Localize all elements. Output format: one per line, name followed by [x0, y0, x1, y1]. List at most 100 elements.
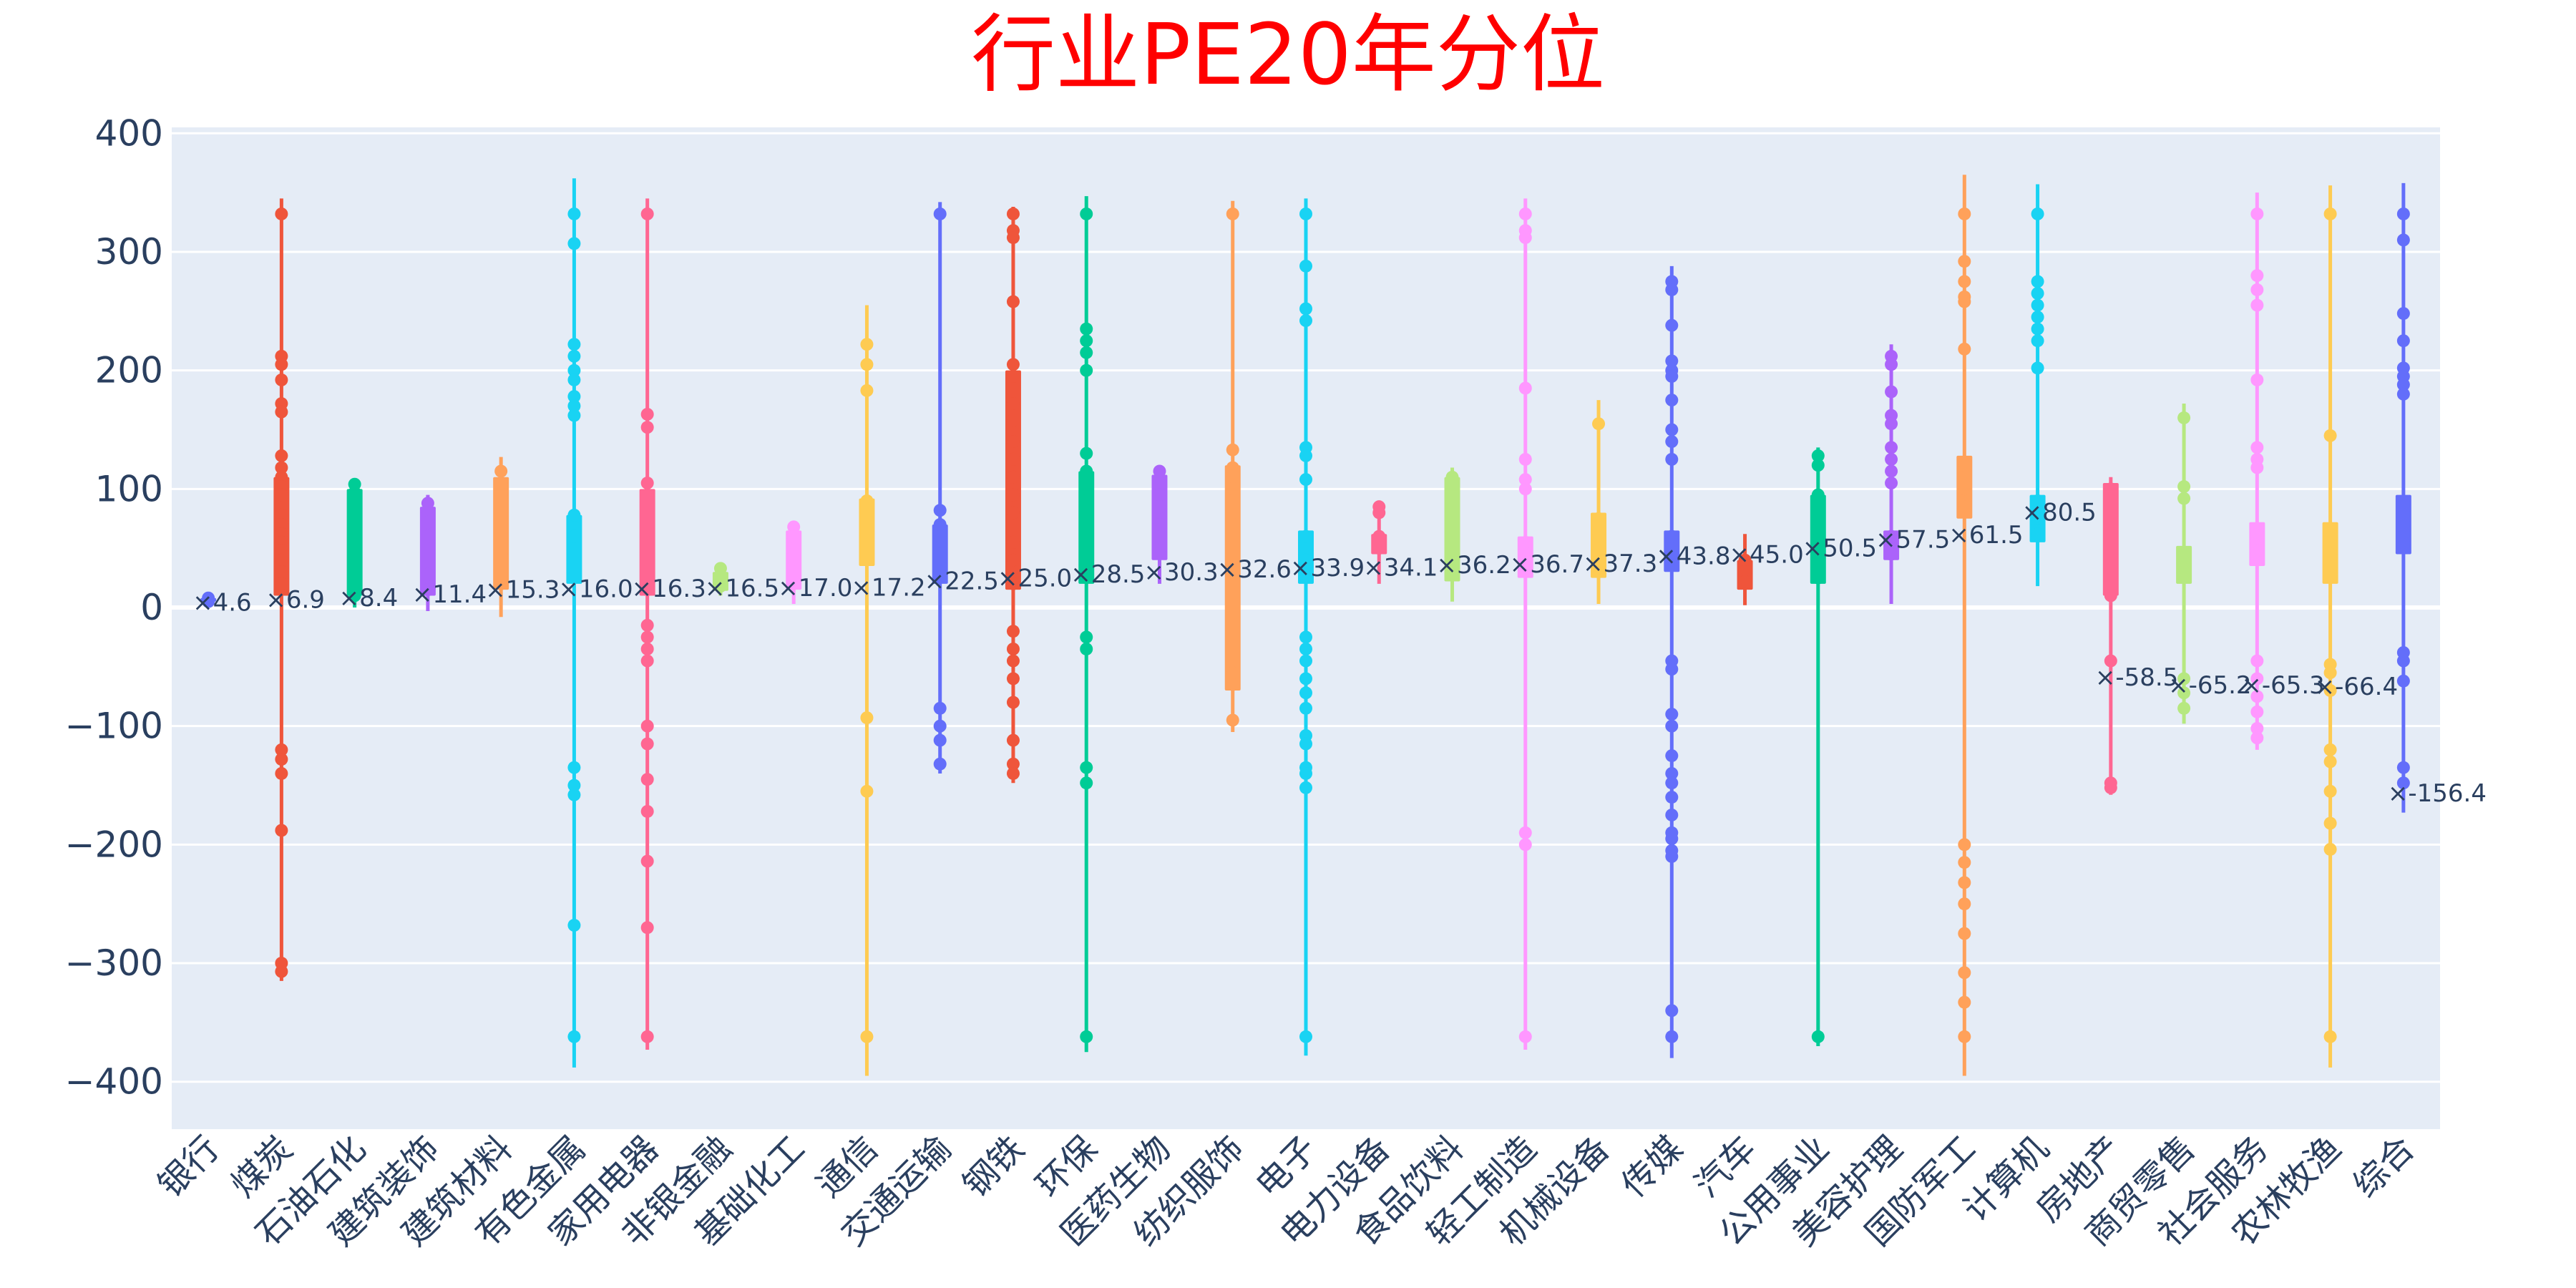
- outlier-point: [567, 373, 581, 386]
- outlier-point: [640, 497, 654, 510]
- outlier-point: [860, 1030, 874, 1043]
- outlier-point: [1226, 482, 1239, 496]
- outlier-point: [421, 497, 434, 510]
- outlier-point: [1006, 766, 1020, 780]
- outlier-point: [640, 207, 654, 220]
- outlier-point: [640, 407, 654, 421]
- outlier-point: [933, 733, 947, 747]
- outlier-point: [1518, 473, 1532, 487]
- outlier-point: [567, 788, 581, 801]
- outlier-point: [787, 565, 801, 579]
- outlier-point: [567, 237, 581, 250]
- box-body: [493, 477, 509, 590]
- outlier-point: [1665, 808, 1679, 821]
- mean-label: ×-65.3: [2241, 671, 2324, 700]
- outlier-point: [787, 530, 801, 543]
- mean-label: ×17.0: [778, 574, 852, 602]
- outlier-point: [1665, 553, 1679, 567]
- outlier-point: [2396, 654, 2410, 668]
- outlier-point: [567, 364, 581, 377]
- outlier-point: [1665, 708, 1679, 721]
- y-tick-label: −100: [65, 706, 163, 747]
- outlier-point: [2323, 755, 2337, 769]
- outlier-point: [2323, 527, 2337, 541]
- outlier-point: [1958, 342, 1971, 356]
- box-group: ×17.2: [851, 305, 926, 1076]
- outlier-point: [567, 1030, 581, 1043]
- outlier-point: [1885, 385, 1898, 399]
- outlier-point: [275, 488, 288, 502]
- outlier-point: [275, 207, 288, 220]
- outlier-point: [1006, 672, 1020, 686]
- outlier-point: [1665, 394, 1679, 407]
- outlier-point: [2250, 672, 2264, 686]
- outlier-point: [860, 711, 874, 725]
- outlier-point: [1811, 542, 1825, 555]
- box-group: ×37.3: [1583, 400, 1657, 605]
- outlier-point: [567, 338, 581, 351]
- outlier-point: [933, 207, 947, 220]
- outlier-point: [1006, 696, 1020, 709]
- outlier-point: [1518, 231, 1532, 245]
- box-group: ×6.9: [265, 198, 325, 981]
- outlier-point: [567, 779, 581, 792]
- outlier-point: [1592, 512, 1606, 525]
- outlier-point: [860, 358, 874, 371]
- box-group: ×-58.5: [2095, 477, 2178, 795]
- outlier-point: [1885, 417, 1898, 431]
- outlier-point: [860, 384, 874, 397]
- mean-label: ×45.0: [1729, 540, 1804, 569]
- mean-label: ×61.5: [1948, 521, 2023, 550]
- outlier-point: [1958, 207, 1971, 220]
- outlier-point: [1518, 482, 1532, 496]
- x-tick-label: 钢铁: [955, 1128, 1032, 1205]
- mean-label: ×-65.2: [2168, 671, 2251, 700]
- y-tick-label: 200: [95, 350, 163, 391]
- outlier-point: [1958, 995, 1971, 1009]
- outlier-point: [2250, 731, 2264, 745]
- box-group: ×61.5: [1948, 175, 2024, 1076]
- outlier-point: [1299, 701, 1312, 715]
- outlier-point: [275, 553, 288, 567]
- outlier-point: [1226, 470, 1239, 484]
- outlier-point: [2031, 286, 2044, 300]
- outlier-point: [2031, 334, 2044, 348]
- outlier-point: [2104, 654, 2117, 668]
- outlier-point: [1006, 295, 1020, 308]
- x-axis-ticks: 银行煤炭石油石化建筑装饰建筑材料有色金属家用电器非银金融基础化工通信交通运输钢铁…: [150, 1128, 2422, 1254]
- outlier-point: [1299, 1030, 1312, 1043]
- box-group: ×8.4: [339, 477, 398, 613]
- outlier-point: [2396, 307, 2410, 321]
- outlier-point: [1885, 477, 1898, 490]
- outlier-point: [1299, 654, 1312, 668]
- outlier-point: [275, 766, 288, 780]
- outlier-point: [2177, 686, 2191, 700]
- outlier-point: [933, 530, 947, 543]
- outlier-point: [2396, 387, 2410, 401]
- y-tick-label: −300: [65, 942, 163, 984]
- outlier-point: [2250, 544, 2264, 557]
- outlier-point: [1299, 473, 1312, 487]
- outlier-point: [1592, 560, 1606, 573]
- outlier-point: [1299, 686, 1312, 700]
- outlier-point: [275, 358, 288, 371]
- mean-label: ×-156.4: [2388, 779, 2487, 808]
- outlier-point: [1738, 565, 1752, 579]
- outlier-point: [1080, 630, 1093, 644]
- outlier-point: [1226, 207, 1239, 220]
- outlier-point: [1665, 766, 1679, 780]
- outlier-point: [1811, 459, 1825, 472]
- mean-label: ×-66.4: [2315, 673, 2398, 701]
- outlier-point: [2323, 842, 2337, 856]
- y-tick-label: −200: [65, 824, 163, 865]
- outlier-point: [2396, 334, 2410, 348]
- box-group: ×17.0: [778, 520, 852, 605]
- outlier-point: [1299, 530, 1312, 543]
- outlier-point: [2250, 461, 2264, 474]
- outlier-point: [1153, 544, 1166, 557]
- outlier-point: [348, 589, 361, 602]
- box-group: ×36.7: [1510, 198, 1584, 1050]
- outlier-point: [1518, 381, 1532, 395]
- outlier-point: [640, 565, 654, 579]
- outlier-point: [1885, 441, 1898, 454]
